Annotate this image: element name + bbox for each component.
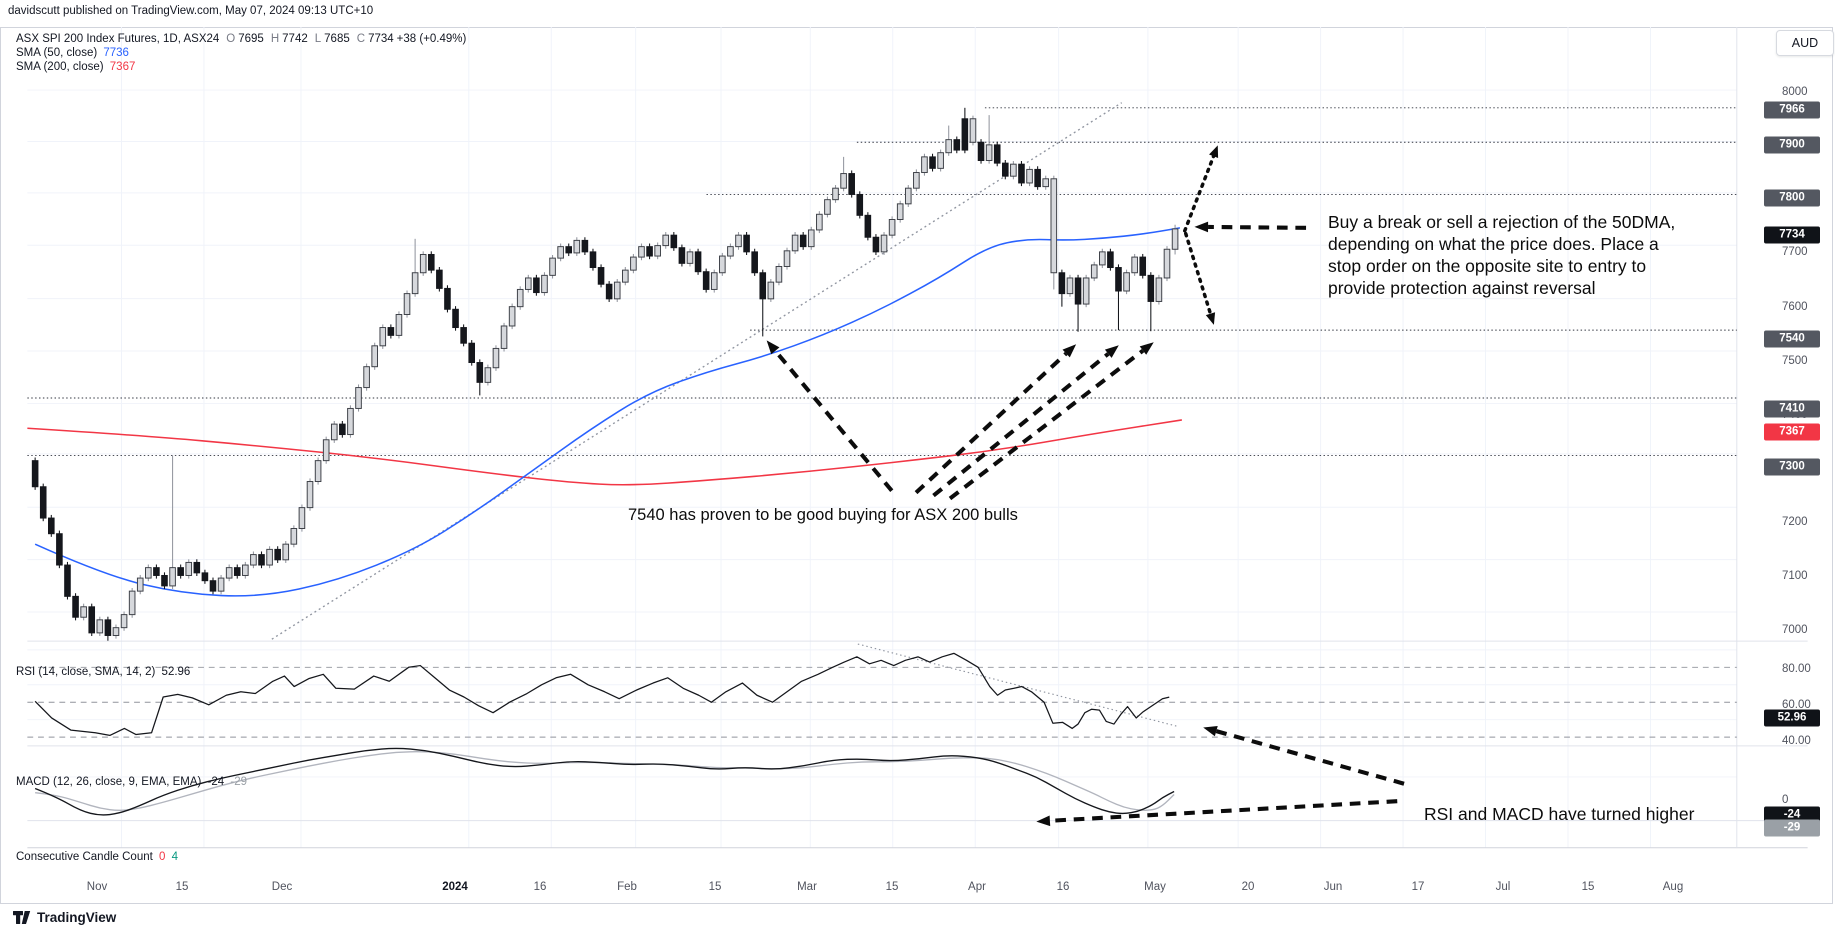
annotation-line: 7540 has proven to be good buying for AS…: [628, 506, 1018, 524]
price-tick: 8000: [1782, 86, 1808, 98]
price-tick: 60.00: [1782, 699, 1811, 711]
tradingview-logo-text: TradingView: [37, 910, 117, 925]
price-level-badge: 7900: [1764, 136, 1820, 154]
macd-value-badge: -29: [1764, 819, 1820, 837]
time-tick: 17: [1411, 881, 1425, 893]
annotation-line: stop order on the opposite site to entry…: [1328, 256, 1647, 277]
macd-legend[interactable]: MACD (12, 26, close, 9, EMA, EMA) -24 -2…: [16, 776, 247, 788]
time-tick: 16: [1056, 881, 1070, 893]
price-level-badge: 7300: [1764, 458, 1820, 476]
time-tick: Nov: [86, 881, 108, 893]
ccc-red-value: 0: [159, 851, 166, 863]
price-tick: 7700: [1782, 246, 1808, 258]
price-tick: 7600: [1782, 301, 1808, 313]
rsi-legend[interactable]: RSI (14, close, SMA, 14, 2) 52.96: [16, 666, 190, 678]
currency-button[interactable]: AUD: [1776, 30, 1834, 56]
note-50dma[interactable]: Buy a break or sell a rejection of the 5…: [1328, 211, 1738, 299]
time-tick: Mar: [797, 881, 817, 893]
sma200-label: SMA (200, close): [16, 61, 104, 73]
annotation-line: provide protection against reversal: [1328, 278, 1596, 299]
price-tick: 7000: [1782, 624, 1808, 636]
change-value: +38 (+0.49%): [396, 33, 467, 45]
last-price-badge: 7734: [1764, 226, 1820, 244]
time-tick: May: [1144, 881, 1166, 893]
price-level-badge: 7540: [1764, 330, 1820, 348]
ohlc-key: C: [356, 33, 366, 45]
note-rsi-macd[interactable]: RSI and MACD have turned higher: [1424, 803, 1744, 825]
price-level-badge: 7410: [1764, 400, 1820, 418]
price-level-badge: 7966: [1764, 101, 1820, 119]
ohlc-val: 7695: [238, 33, 264, 45]
attribution-line: davidscutt published on TradingView.com,…: [8, 5, 374, 17]
price-level-badge: 7367: [1764, 423, 1820, 441]
ccc-label: Consecutive Candle Count: [16, 851, 153, 863]
time-tick: Jul: [1495, 881, 1511, 893]
price-tick: 40.00: [1782, 735, 1811, 747]
time-tick: Apr: [968, 881, 986, 893]
price-tick: 7500: [1782, 355, 1808, 367]
annotation-line: Buy a break or sell a rejection of the 5…: [1328, 212, 1676, 232]
annotation-line: RSI and MACD have turned higher: [1424, 804, 1695, 824]
annotation-line: depending on what the price does. Place …: [1328, 234, 1659, 255]
time-tick: Dec: [271, 881, 293, 893]
ccc-legend[interactable]: Consecutive Candle Count 0 4: [16, 851, 178, 863]
sma200-legend[interactable]: SMA (200, close) 7367: [16, 61, 135, 73]
price-tick: 0: [1782, 794, 1789, 806]
time-tick: 15: [1581, 881, 1595, 893]
price-tick: 7100: [1782, 570, 1808, 582]
ccc-green-value: 4: [171, 851, 179, 863]
tradingview-logo-icon: [13, 911, 31, 924]
ohlc-key: L: [314, 33, 322, 45]
ohlc-val: 7734: [368, 33, 394, 45]
macd-value-badge: -24: [1764, 806, 1820, 824]
price-tick: 80.00: [1782, 663, 1811, 675]
time-tick: 16: [533, 881, 547, 893]
time-tick: 15: [175, 881, 189, 893]
chart-canvas[interactable]: [0, 27, 1835, 905]
ohlc-key: H: [270, 33, 280, 45]
symbol-legend[interactable]: ASX SPI 200 Index Futures, 1D, ASX24 O 769…: [16, 33, 466, 45]
rsi-value-badge: 52.96: [1764, 709, 1820, 727]
time-tick: Jun: [1323, 881, 1343, 893]
time-tick: Feb: [617, 881, 637, 893]
sma200-value: 7367: [109, 61, 136, 73]
ohlc-val: 7685: [324, 33, 350, 45]
time-tick: 20: [1241, 881, 1255, 893]
time-tick: 2024: [442, 881, 468, 893]
rsi-label: RSI (14, close, SMA, 14, 2): [16, 666, 156, 678]
ohlc-values: O 7695 H 7742 L 7685 C 7734: [219, 33, 393, 45]
price-tick: 7200: [1782, 516, 1808, 528]
tradingview-logo[interactable]: TradingView: [12, 908, 116, 927]
ohlc-val: 7742: [282, 33, 308, 45]
time-tick: Aug: [1662, 881, 1684, 893]
price-level-badge: 7800: [1764, 189, 1820, 207]
sma50-value: 7736: [103, 47, 129, 59]
note-7540[interactable]: 7540 has proven to be good buying for AS…: [628, 505, 1088, 526]
sma50-label: SMA (50, close): [16, 47, 98, 59]
time-tick: 15: [885, 881, 899, 893]
macd-label: MACD (12, 26, close, 9, EMA, EMA): [16, 776, 202, 788]
sma50-legend[interactable]: SMA (50, close) 7736: [16, 47, 129, 59]
ohlc-key: O: [226, 33, 236, 45]
macd-signal-value: -29: [230, 776, 247, 788]
macd-value: -24: [207, 776, 225, 788]
time-tick: 15: [708, 881, 722, 893]
rsi-value: 52.96: [161, 666, 191, 678]
symbol-title: ASX SPI 200 Index Futures, 1D, ASX24: [16, 33, 220, 45]
